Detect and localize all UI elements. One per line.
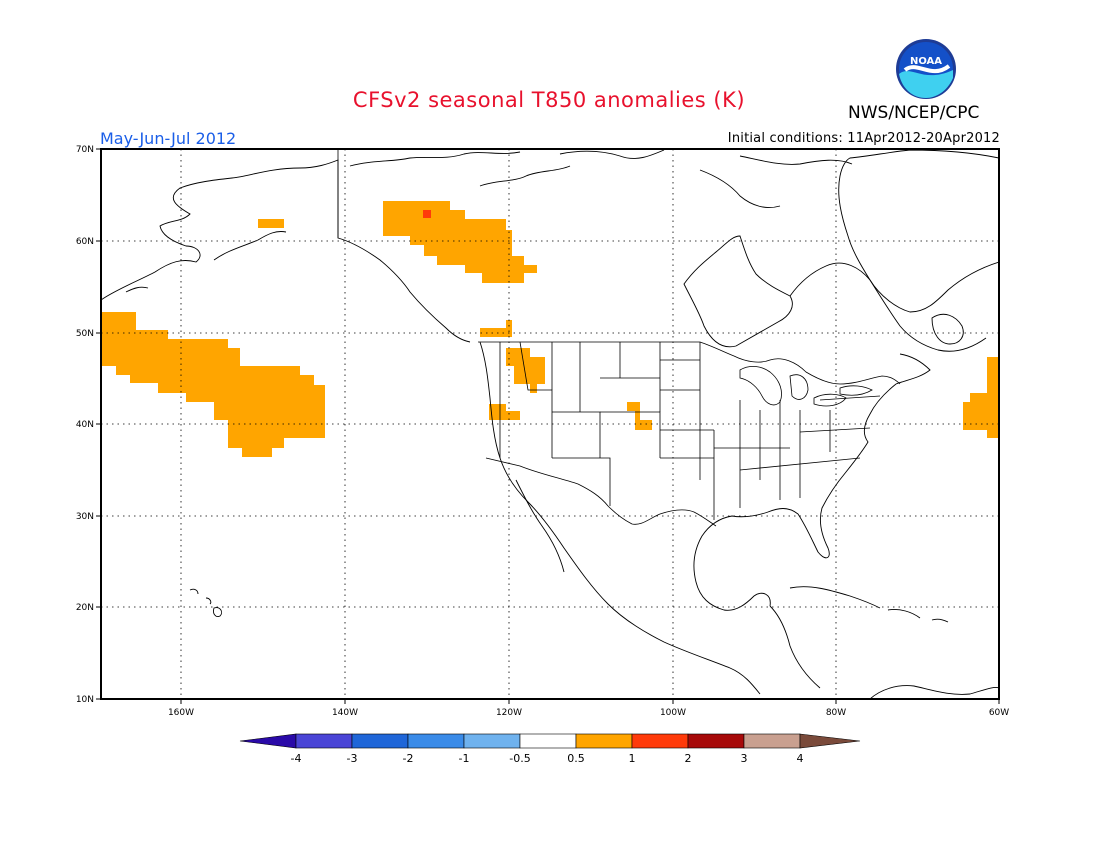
colorbar-label: -0.5 — [509, 752, 530, 765]
lon-label: 100W — [660, 708, 686, 718]
anomaly-region-pacific-northwest — [480, 320, 512, 337]
colorbar-swatch — [687, 733, 745, 749]
agency-label: NWS/NCEP/CPC — [848, 103, 980, 123]
lat-label: 40N — [76, 420, 94, 430]
lat-label: 20N — [76, 603, 94, 613]
lat-label: 70N — [76, 145, 94, 155]
colorbar-swatch — [575, 733, 633, 749]
graticule — [101, 149, 999, 699]
ticks — [96, 148, 1000, 704]
colorbar-swatch — [743, 733, 801, 749]
noaa-logo-text: NOAA — [910, 56, 942, 67]
lat-label: 60N — [76, 237, 94, 247]
colorbar-swatch — [463, 733, 521, 749]
colorbar-swatch — [631, 733, 689, 749]
political-borders — [337, 149, 901, 527]
lon-label: 140W — [332, 708, 358, 718]
anomaly-region-yukon-nwt-peak — [423, 210, 431, 218]
colorbar-swatch — [407, 733, 465, 749]
anomaly-region-nova-scotia-atlantic — [963, 357, 999, 438]
colorbar-arrow-right — [799, 733, 861, 749]
lat-label: 10N — [76, 695, 94, 705]
longitude-labels: 160W 140W 120W 100W 80W 60W — [168, 708, 1009, 718]
colorbar-label: 2 — [685, 752, 692, 765]
anomaly-region-yukon-nwt — [383, 201, 537, 283]
colorbar-swatch — [351, 733, 409, 749]
anomaly-region-northern-california-nevada — [489, 404, 520, 420]
lon-label: 60W — [989, 708, 1009, 718]
lat-label: 30N — [76, 512, 94, 522]
anomaly-layer — [101, 201, 999, 457]
colorbar: -4 -3 -2 -1 -0.5 0.5 1 2 3 4 — [239, 733, 861, 765]
colorbar-label: -2 — [403, 752, 414, 765]
colorbar-label: 3 — [741, 752, 748, 765]
anomaly-region-alaska-small — [258, 219, 284, 228]
latitude-labels: 10N 20N 30N 40N 50N 60N 70N — [76, 145, 94, 705]
lon-label: 120W — [496, 708, 522, 718]
colorbar-arrow-left — [239, 733, 297, 749]
colorbar-label: 1 — [629, 752, 636, 765]
colorbar-swatch — [519, 733, 577, 749]
anomaly-region-colorado — [627, 402, 652, 430]
lat-label: 50N — [76, 329, 94, 339]
colorbar-label: -1 — [459, 752, 470, 765]
colorbar-label: -4 — [291, 752, 302, 765]
colorbar-label: 0.5 — [567, 752, 585, 765]
lon-label: 80W — [826, 708, 846, 718]
forecast-period: May-Jun-Jul 2012 — [100, 129, 237, 148]
colorbar-label: -3 — [347, 752, 358, 765]
colorbar-swatch — [295, 733, 353, 749]
noaa-logo: NOAA — [896, 39, 956, 99]
colorbar-label: 4 — [797, 752, 804, 765]
initial-conditions: Initial conditions: 11Apr2012-20Apr2012 — [727, 131, 1000, 146]
anomaly-region-north-pacific — [101, 312, 325, 457]
anomaly-region-idaho-montana — [506, 348, 545, 393]
chart-title: CFSv2 seasonal T850 anomalies (K) — [352, 88, 746, 112]
lon-label: 160W — [168, 708, 194, 718]
coastlines — [101, 149, 999, 699]
